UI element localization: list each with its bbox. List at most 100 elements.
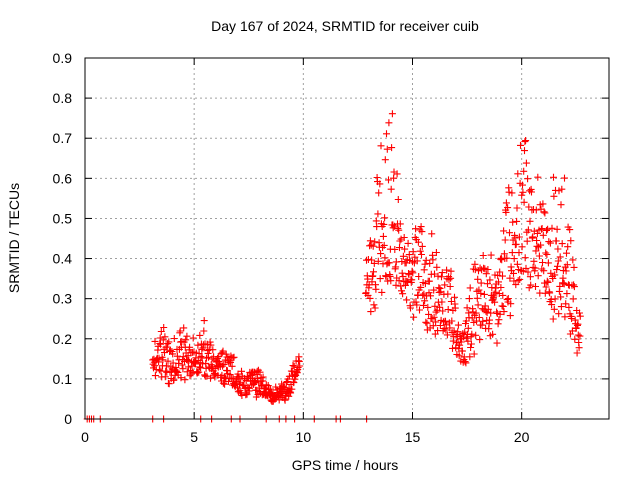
data-point xyxy=(538,225,546,232)
data-point xyxy=(219,347,227,355)
data-point xyxy=(562,300,570,308)
data-point xyxy=(423,319,431,327)
data-point xyxy=(539,200,547,208)
data-point xyxy=(155,354,163,362)
data-point xyxy=(418,251,425,258)
data-point xyxy=(513,260,521,268)
data-point xyxy=(534,272,542,280)
data-point xyxy=(515,249,523,257)
data-point xyxy=(455,352,463,360)
data-point xyxy=(491,298,499,306)
data-point xyxy=(520,198,528,206)
data-point xyxy=(556,253,564,261)
data-point xyxy=(416,247,424,255)
data-point xyxy=(470,350,478,358)
data-point xyxy=(380,241,388,249)
data-point xyxy=(173,352,181,360)
data-point xyxy=(162,367,170,375)
data-point xyxy=(499,303,507,310)
data-point xyxy=(481,265,489,273)
data-point xyxy=(527,281,535,289)
data-point xyxy=(238,392,246,399)
data-point xyxy=(563,249,570,257)
data-point xyxy=(533,230,541,237)
data-point xyxy=(502,199,510,207)
data-point xyxy=(502,208,510,216)
data-point xyxy=(383,130,390,138)
data-point xyxy=(396,220,404,228)
y-axis-label: SRMTID / TECUs xyxy=(6,183,22,293)
data-point xyxy=(547,269,555,277)
data-point xyxy=(467,340,475,348)
data-point xyxy=(166,346,174,354)
data-point xyxy=(275,396,283,404)
data-point xyxy=(179,365,187,373)
x-tick-label: 5 xyxy=(190,429,198,445)
y-tick-label: 0.4 xyxy=(53,251,73,267)
data-point xyxy=(497,284,505,291)
data-point xyxy=(383,145,391,153)
data-point xyxy=(522,264,530,272)
data-point xyxy=(187,370,195,378)
data-point xyxy=(471,266,479,274)
data-point xyxy=(366,294,374,302)
data-point xyxy=(534,173,542,181)
data-point xyxy=(189,334,197,342)
data-point xyxy=(422,256,430,264)
data-point xyxy=(446,283,454,290)
data-point xyxy=(421,297,429,305)
data-point xyxy=(432,318,440,326)
data-point xyxy=(159,356,167,364)
data-point xyxy=(183,332,191,340)
data-point xyxy=(386,272,394,280)
data-point xyxy=(493,339,501,347)
y-tick-label: 0.3 xyxy=(53,291,73,307)
data-point xyxy=(503,254,511,262)
data-point xyxy=(165,380,173,388)
data-point xyxy=(511,234,519,242)
data-point xyxy=(559,274,567,282)
data-point xyxy=(506,274,514,282)
data-point xyxy=(252,370,260,378)
data-point xyxy=(394,196,402,203)
data-point xyxy=(532,247,540,255)
data-point xyxy=(379,232,387,240)
data-point xyxy=(498,256,506,264)
data-point xyxy=(480,264,488,272)
data-point xyxy=(461,358,469,366)
data-point xyxy=(532,283,539,290)
data-point xyxy=(376,275,384,283)
data-point xyxy=(403,277,411,285)
data-point xyxy=(381,254,389,262)
data-point xyxy=(549,315,557,323)
data-point xyxy=(551,271,559,279)
data-point xyxy=(562,267,570,275)
data-point xyxy=(438,298,446,306)
data-point xyxy=(530,257,538,265)
data-point xyxy=(499,291,507,299)
data-point xyxy=(497,255,504,263)
data-point xyxy=(440,325,448,333)
data-point xyxy=(551,295,559,303)
data-point xyxy=(401,245,409,253)
data-point xyxy=(524,175,532,183)
data-point xyxy=(460,333,467,341)
data-point xyxy=(176,327,184,335)
data-point xyxy=(398,258,406,265)
data-point xyxy=(563,261,571,269)
data-point xyxy=(450,327,458,335)
data-point xyxy=(548,224,556,232)
data-point xyxy=(537,241,545,249)
data-point xyxy=(574,320,582,328)
data-point xyxy=(512,240,520,248)
data-point xyxy=(207,341,215,349)
data-point xyxy=(501,236,509,244)
data-point xyxy=(219,362,227,370)
data-point xyxy=(550,192,558,200)
data-point xyxy=(207,374,214,382)
data-point xyxy=(219,379,227,387)
data-point xyxy=(413,257,421,265)
data-point xyxy=(542,249,550,257)
data-point xyxy=(550,305,558,313)
data-point xyxy=(474,275,482,283)
